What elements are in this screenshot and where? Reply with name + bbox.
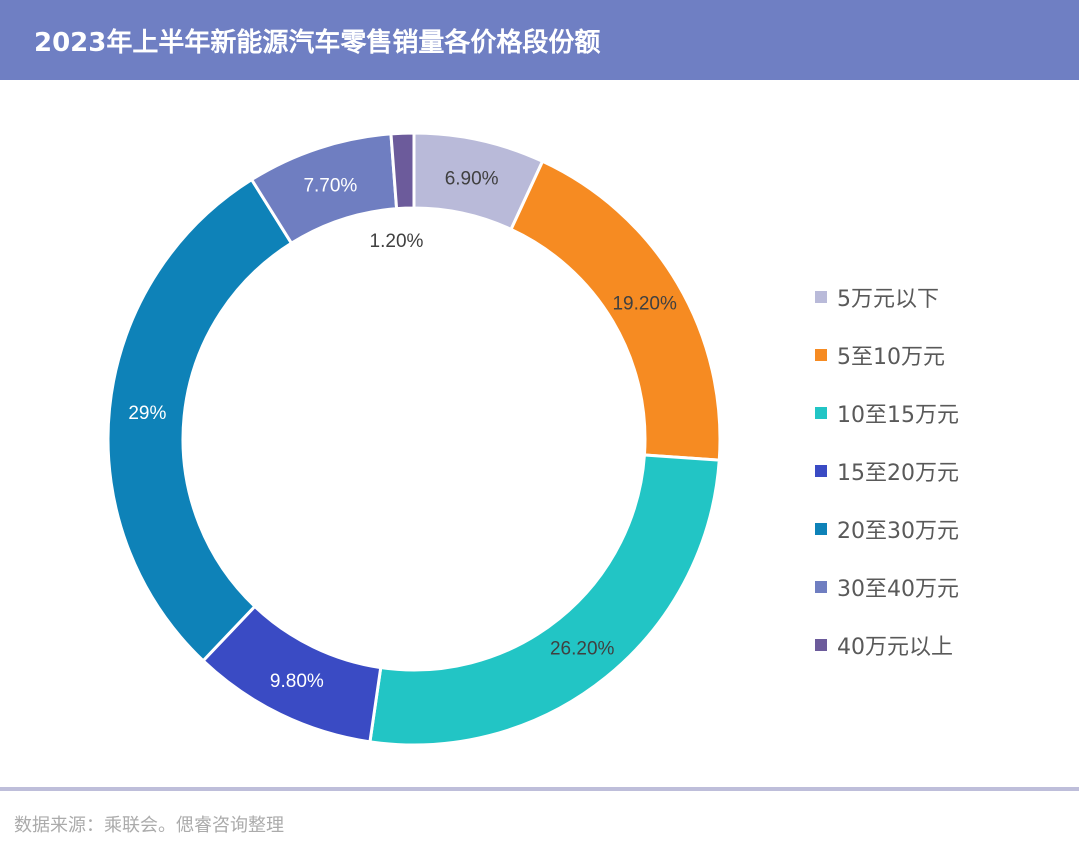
legend-item: 5万元以下 xyxy=(815,268,959,326)
data-label-1: 19.20% xyxy=(612,294,677,315)
legend-label: 5至10万元 xyxy=(837,345,945,370)
legend-label: 20至30万元 xyxy=(837,519,959,544)
legend-label: 5万元以下 xyxy=(837,287,939,312)
data-label-6: 1.20% xyxy=(370,231,424,252)
data-label-3: 9.80% xyxy=(270,671,324,692)
legend: 5万元以下 5至10万元 10至15万元 15至20万元 20至30万元 30至40万元 4… xyxy=(815,268,959,674)
legend-swatch xyxy=(815,639,827,651)
legend-swatch xyxy=(815,349,827,361)
legend-label: 30至40万元 xyxy=(837,577,959,602)
legend-item: 40万元以上 xyxy=(815,616,959,674)
legend-item: 15至20万元 xyxy=(815,442,959,500)
legend-item: 30至40万元 xyxy=(815,558,959,616)
data-label-5: 7.70% xyxy=(303,175,357,196)
donut-slice-2 xyxy=(368,453,721,747)
data-label-4: 29% xyxy=(128,403,166,424)
legend-swatch xyxy=(815,581,827,593)
legend-item: 5至10万元 xyxy=(815,326,959,384)
legend-item: 20至30万元 xyxy=(815,500,959,558)
chart-title: 2023年上半年新能源汽车零售销量各价格段份额 xyxy=(34,28,601,58)
legend-swatch xyxy=(815,407,827,419)
legend-swatch xyxy=(815,291,827,303)
data-label-2: 26.20% xyxy=(550,639,615,660)
legend-label: 10至15万元 xyxy=(837,403,959,428)
legend-item: 10至15万元 xyxy=(815,384,959,442)
source-note: 数据来源：乘联会。偲睿咨询整理 xyxy=(14,815,284,836)
data-label-0: 6.90% xyxy=(445,168,499,189)
footer-divider xyxy=(0,787,1079,791)
donut-chart: 6.90% 19.20% 26.20% 9.80% 29% 7.70% 1.20% xyxy=(106,131,722,747)
legend-label: 15至20万元 xyxy=(837,461,959,486)
donut-slice-6 xyxy=(389,131,416,211)
legend-swatch xyxy=(815,465,827,477)
legend-label: 40万元以上 xyxy=(837,635,953,660)
header-bar: 2023年上半年新能源汽车零售销量各价格段份额 xyxy=(0,0,1079,80)
donut-slice-4 xyxy=(106,177,294,663)
legend-swatch xyxy=(815,523,827,535)
